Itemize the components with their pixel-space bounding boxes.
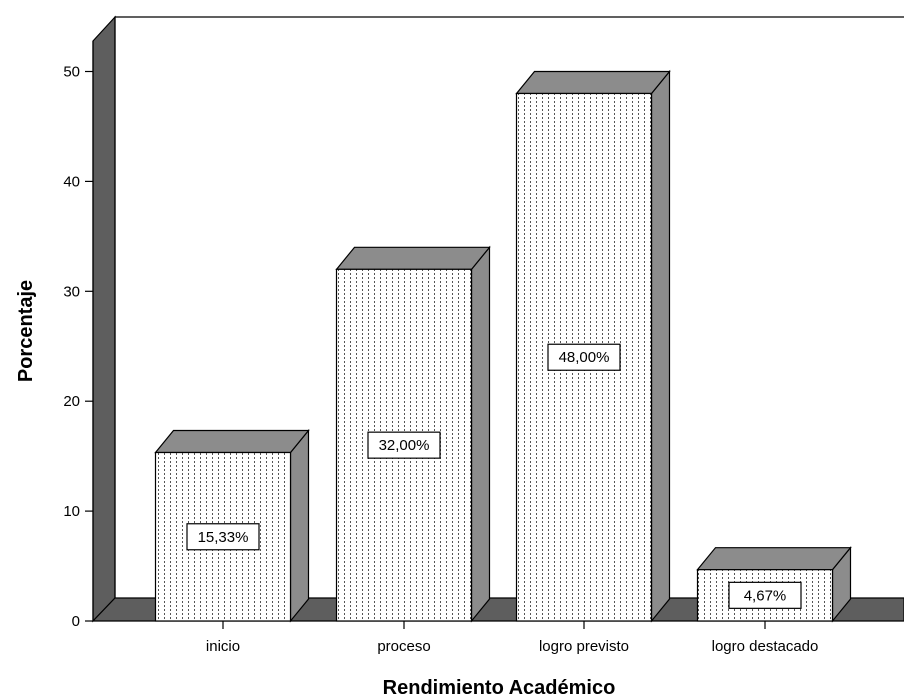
bar-top-face	[515, 70, 671, 95]
data-label: 48,00%	[559, 349, 610, 366]
left-wall	[92, 15, 116, 623]
x-category-label: proceso	[377, 638, 430, 655]
data-label: 32,00%	[379, 437, 430, 454]
x-category-label: logro destacado	[712, 638, 819, 655]
bar-top-face	[696, 547, 852, 571]
data-label-box	[547, 343, 621, 371]
y-ticks: 0 10 20 30 40 50	[63, 64, 93, 630]
bar-group: 4,67%	[696, 545, 852, 623]
data-label-box	[186, 523, 260, 551]
y-axis: 0 10 20 30 40 50	[63, 41, 94, 630]
data-label-box	[728, 581, 802, 609]
x-category-labels: inicio proceso logro previsto logro destaca…	[206, 621, 818, 655]
data-label: 4,67%	[744, 587, 787, 604]
bar-group: 32,00%	[335, 245, 491, 623]
y-tick-label: 40	[63, 173, 80, 190]
y-tick-label: 30	[63, 283, 80, 300]
back-wall-outline	[114, 16, 904, 598]
y-tick-label: 50	[63, 64, 80, 81]
y-axis-title: Porcentaje	[15, 280, 37, 382]
x-category-label: logro previsto	[539, 638, 629, 655]
x-category-label: inicio	[206, 638, 240, 655]
bar-group: 15,33%	[154, 428, 310, 623]
x-axis-title: Rendimiento Académico	[383, 677, 616, 699]
bar-side-face	[650, 69, 671, 623]
y-tick-label: 20	[63, 393, 80, 410]
data-label-box	[367, 431, 441, 459]
bar-top-face	[335, 246, 491, 270]
y-tick-label: 10	[63, 503, 80, 520]
bar-group: 48,00%	[515, 69, 671, 623]
bar-side-face	[470, 245, 491, 623]
data-label: 15,33%	[198, 529, 249, 546]
bar-top-face	[154, 429, 310, 454]
y-tick-label: 0	[72, 613, 80, 630]
bars: 15,33% 32,00% 48,00% 4,67%	[154, 69, 852, 623]
bar-side-face	[289, 428, 310, 623]
